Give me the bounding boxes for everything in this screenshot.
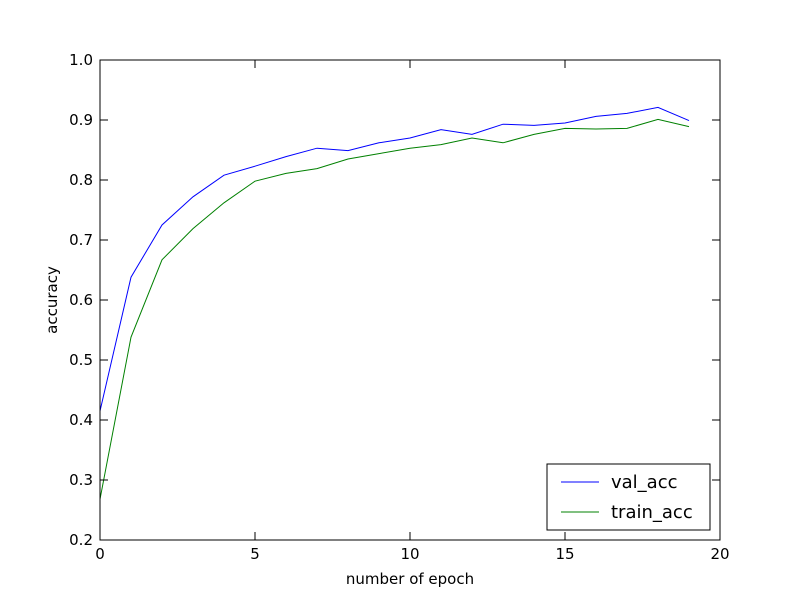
x-tick-label: 0 xyxy=(95,545,105,563)
legend-label-val-acc: val_acc xyxy=(611,472,678,493)
legend-box xyxy=(546,463,711,531)
tick-layer: 0 5 10 15 20 0.2 0.3 0.4 0.5 0.6 0.7 0.8 0.9 1.0 xyxy=(69,51,729,563)
y-axis-label: accuracy xyxy=(43,266,61,334)
x-tick-label: 15 xyxy=(555,545,574,563)
series-line-train-acc xyxy=(99,118,690,500)
series-layer xyxy=(99,106,690,500)
y-tick-label: 0.9 xyxy=(69,111,93,129)
legend-label-train-acc: train_acc xyxy=(611,502,693,523)
y-tick-label: 0.8 xyxy=(69,171,93,189)
y-tick-label: 0.3 xyxy=(69,471,93,489)
y-tick-label: 0.7 xyxy=(69,231,93,249)
x-tick-label: 20 xyxy=(710,545,729,563)
y-tick-label: 0.6 xyxy=(69,291,93,309)
y-tick-label: 0.4 xyxy=(69,411,93,429)
y-tick-label: 1.0 xyxy=(69,51,93,69)
x-tick-label: 10 xyxy=(400,545,419,563)
x-tick-label: 5 xyxy=(250,545,260,563)
y-tick-label: 0.5 xyxy=(69,351,93,369)
legend: val_acc train_acc xyxy=(546,463,711,531)
y-tick-label: 0.2 xyxy=(69,531,93,549)
series-line-val-acc xyxy=(99,106,690,412)
x-axis-label: number of epoch xyxy=(346,570,474,588)
